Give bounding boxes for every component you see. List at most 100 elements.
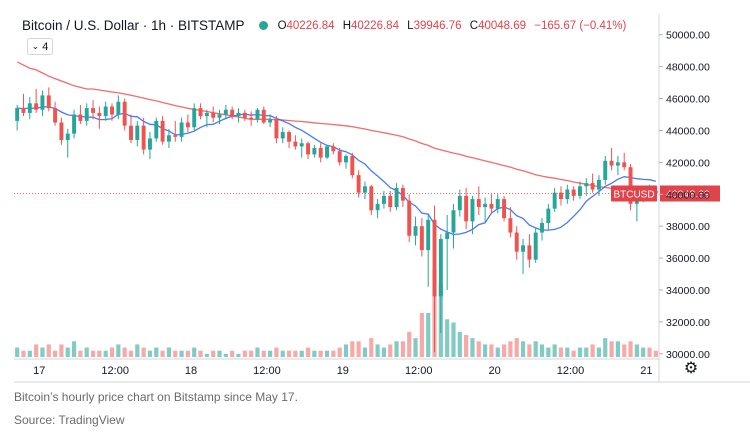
candle-body xyxy=(261,109,266,123)
volume-bar xyxy=(71,341,77,357)
candle-body xyxy=(407,200,412,236)
symbol-price-tag xyxy=(611,185,657,202)
candle-body xyxy=(325,146,329,158)
close-label: C xyxy=(469,19,479,32)
candle-body xyxy=(34,103,39,110)
volume-bar xyxy=(483,344,488,357)
candle-body xyxy=(141,125,146,150)
candle-body xyxy=(577,186,582,196)
candle-body xyxy=(445,232,450,239)
candle-body xyxy=(362,186,367,193)
candle-body xyxy=(287,132,292,142)
ma-fast-line xyxy=(17,106,656,236)
candle-body xyxy=(432,219,437,297)
volume-bar xyxy=(470,338,475,357)
open-label: O xyxy=(277,19,287,32)
candle-body xyxy=(72,114,77,134)
market-status-dot xyxy=(258,21,268,30)
candle-body xyxy=(59,122,64,141)
candle-body xyxy=(502,199,507,219)
volume-bar xyxy=(350,341,355,357)
candle-body xyxy=(274,119,279,139)
volume-bar xyxy=(217,350,222,357)
x-tick-label: 17 xyxy=(33,365,45,377)
chart-header: Bitcoin / U.S. Dollar · 1h · BITSTAMP O4… xyxy=(22,18,631,33)
candle-body xyxy=(381,195,386,204)
volume-bar xyxy=(489,344,494,357)
candle-body xyxy=(331,146,336,152)
low-value: 39946.76 xyxy=(413,19,462,32)
x-tick-label: 19 xyxy=(337,365,349,377)
candle-body xyxy=(590,183,595,190)
candle-body xyxy=(40,95,45,110)
volume-bar xyxy=(198,350,203,357)
ma-slow-line xyxy=(16,61,656,197)
volume-bar xyxy=(369,338,374,357)
y-tick-label: 40000.00 xyxy=(666,189,710,201)
high-label: H xyxy=(342,19,351,32)
volume-bar xyxy=(501,344,507,357)
candle-body xyxy=(451,210,456,233)
gear-icon[interactable]: ⚙ xyxy=(683,360,699,377)
volume-bar xyxy=(324,350,330,357)
price-chart[interactable]: BTCUSD 40048.69 50000.00 48000.00 46000.00 4… xyxy=(0,0,750,384)
volume-bar xyxy=(584,347,589,357)
volume-bar xyxy=(419,313,424,357)
symbol-title[interactable]: Bitcoin / U.S. Dollar · 1h · BITSTAMP xyxy=(22,18,245,33)
candle-body xyxy=(78,114,83,121)
candle-body xyxy=(122,101,127,126)
candle-body xyxy=(615,162,620,166)
volume-bar xyxy=(53,350,58,357)
figure-source: Source: TradingView xyxy=(14,413,125,427)
candle-body xyxy=(192,108,197,128)
volume-bar xyxy=(280,350,285,357)
candle-body xyxy=(483,203,488,208)
volume-bar xyxy=(596,347,602,357)
candle-body xyxy=(438,238,443,297)
candle-body xyxy=(312,148,317,155)
candle-body xyxy=(596,179,601,190)
volume-bar xyxy=(495,347,500,357)
volume-bar xyxy=(242,350,247,357)
volume-bar xyxy=(356,341,361,357)
indicators-toggle-button[interactable]: ⌄ 4 xyxy=(27,38,53,55)
y-tick-label: 44000.00 xyxy=(666,125,710,137)
volume-bar xyxy=(609,341,614,357)
candle-body xyxy=(293,141,298,147)
candle-body xyxy=(116,101,121,115)
x-tick-label: 12:00 xyxy=(101,365,129,377)
candle-body xyxy=(540,222,544,233)
volume-bar xyxy=(312,350,317,357)
candle-body xyxy=(147,138,152,150)
volume-bar xyxy=(565,347,570,357)
y-tick-label: 46000.00 xyxy=(666,94,710,106)
volume-bar xyxy=(34,344,39,357)
volume-bar xyxy=(552,344,557,357)
candle-body xyxy=(552,192,557,209)
volume-bar xyxy=(230,350,235,357)
candle-body xyxy=(97,112,102,117)
volume-bar xyxy=(381,347,387,357)
candle-body xyxy=(53,108,58,123)
volume-bar xyxy=(622,344,627,357)
volume-bar xyxy=(514,338,519,357)
candle-body xyxy=(476,199,481,208)
moving-average-lines xyxy=(16,61,656,236)
candle-body xyxy=(268,119,273,123)
volume-bar xyxy=(15,347,20,357)
volume-bar xyxy=(445,319,450,357)
volume-bar xyxy=(299,350,304,357)
change-value: −165.67 (−0.41%) xyxy=(534,19,627,32)
candle-body xyxy=(211,112,216,118)
volume-bar xyxy=(634,344,639,357)
x-axis: 17 12:00 18 12:00 19 12:00 20 12:00 21 xyxy=(33,365,652,377)
volume-bar xyxy=(59,344,64,357)
volume-bar xyxy=(508,341,513,357)
candle-body xyxy=(603,160,608,180)
volume-bar xyxy=(539,344,545,357)
y-tick-label: 38000.00 xyxy=(666,221,710,233)
volume-bar xyxy=(274,347,279,357)
open-value: 40226.84 xyxy=(286,19,335,32)
volume-bar xyxy=(571,350,576,357)
x-tick-label: 12:00 xyxy=(557,365,585,377)
